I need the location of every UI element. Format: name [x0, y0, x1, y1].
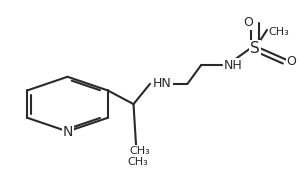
Text: CH₃: CH₃	[128, 157, 148, 167]
Text: N: N	[62, 125, 73, 139]
Text: O: O	[244, 16, 253, 30]
Text: S: S	[250, 41, 260, 56]
Text: O: O	[286, 55, 296, 68]
Text: HN: HN	[153, 77, 172, 90]
Text: NH: NH	[223, 59, 242, 72]
Text: CH₃: CH₃	[129, 146, 150, 156]
Text: CH₃: CH₃	[268, 27, 289, 37]
